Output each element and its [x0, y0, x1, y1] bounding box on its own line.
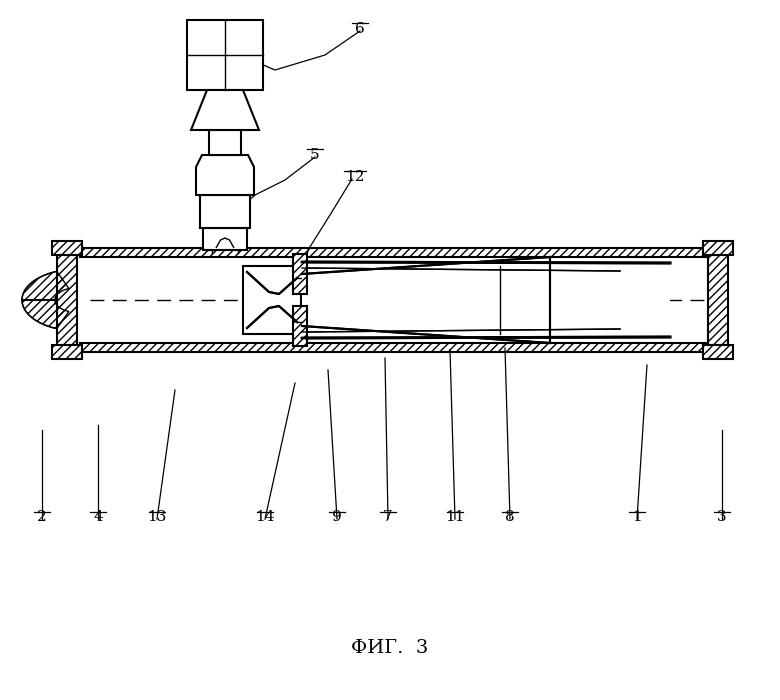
Bar: [80, 343, 715, 352]
Text: 13: 13: [147, 510, 167, 524]
Bar: [57, 255, 77, 345]
Bar: [52, 241, 82, 255]
Polygon shape: [196, 155, 254, 195]
Bar: [293, 254, 307, 294]
Polygon shape: [302, 262, 670, 338]
Bar: [293, 254, 307, 294]
Text: ФИГ.  3: ФИГ. 3: [351, 639, 429, 657]
Bar: [187, 20, 263, 90]
Text: 8: 8: [505, 510, 515, 524]
Text: 5: 5: [310, 148, 320, 162]
Text: 9: 9: [332, 510, 342, 524]
Bar: [293, 306, 307, 346]
Text: 6: 6: [355, 22, 365, 36]
Text: 14: 14: [255, 510, 275, 524]
Text: 12: 12: [346, 170, 365, 184]
Bar: [703, 345, 733, 359]
Bar: [293, 306, 307, 346]
Bar: [703, 345, 733, 359]
Polygon shape: [22, 272, 69, 300]
Text: 3: 3: [717, 510, 727, 524]
Bar: [708, 255, 728, 345]
Polygon shape: [247, 272, 297, 328]
Text: 7: 7: [383, 510, 393, 524]
Bar: [200, 195, 250, 228]
Bar: [57, 255, 77, 345]
Bar: [52, 345, 82, 359]
Text: 11: 11: [445, 510, 465, 524]
Bar: [80, 248, 715, 257]
Polygon shape: [247, 272, 297, 328]
Polygon shape: [191, 90, 259, 130]
Text: 4: 4: [93, 510, 103, 524]
Bar: [52, 241, 82, 255]
Text: 1: 1: [632, 510, 642, 524]
Bar: [708, 255, 728, 345]
Polygon shape: [22, 300, 69, 328]
Bar: [52, 345, 82, 359]
Bar: [703, 241, 733, 255]
Text: 2: 2: [37, 510, 47, 524]
Bar: [203, 228, 247, 250]
Bar: [209, 130, 241, 155]
Bar: [703, 241, 733, 255]
Bar: [243, 266, 301, 334]
